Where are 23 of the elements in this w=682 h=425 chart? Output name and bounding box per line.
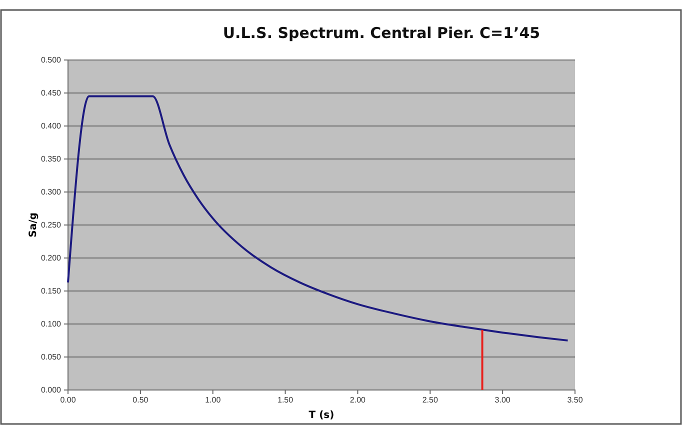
y-tick-label: 0.350 [40, 154, 62, 164]
y-tick-label: 0.300 [40, 188, 62, 197]
x-tick-label: 3.50 [567, 396, 584, 405]
y-tick-label: 0.200 [40, 254, 62, 263]
y-tick-label: 0.100 [40, 320, 62, 329]
x-tick-label: 2.00 [350, 396, 366, 405]
x-tick-label: 2.50 [422, 396, 438, 405]
y-tick-label: 0.250 [40, 220, 62, 230]
y-tick-label: 0.000 [40, 386, 62, 395]
y-tick-label: 0.450 [40, 88, 62, 98]
line-series [67, 95, 569, 342]
x-tick-label: 1.50 [277, 396, 294, 405]
y-tick-label: 0.150 [40, 286, 62, 296]
chart-title: U.L.S. Spectrum. Central Pier. C=1’45 [222, 24, 540, 42]
x-tick-label: 0.00 [60, 396, 76, 405]
x-axis-title: T (s) [308, 410, 334, 421]
y-tick-label: 0.050 [40, 352, 62, 362]
x-tick-label: 3.00 [494, 396, 511, 405]
x-tick-label: 1.00 [205, 396, 222, 405]
x-tick-label: 0.50 [132, 396, 149, 405]
y-axis-title: Sa/g [28, 212, 39, 238]
y-tick-label: 0.400 [40, 122, 62, 131]
y-tick-label: 0.500 [40, 56, 62, 65]
